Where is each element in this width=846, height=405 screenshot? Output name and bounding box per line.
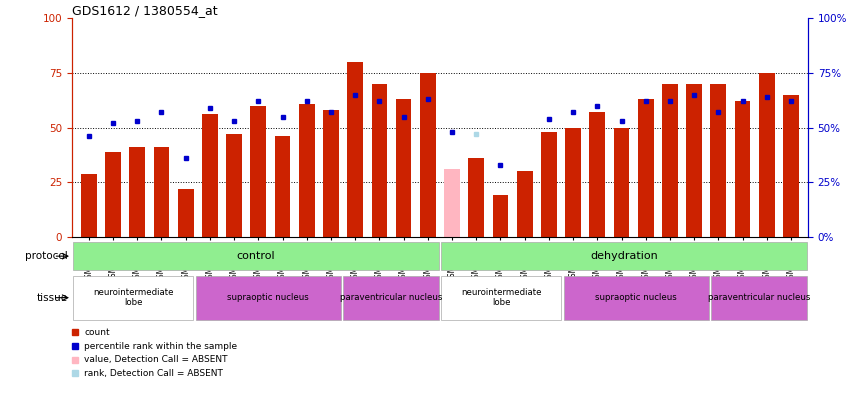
- Bar: [81, 173, 96, 237]
- Bar: [396, 99, 411, 237]
- Bar: [323, 110, 339, 237]
- Bar: [638, 99, 654, 237]
- Text: dehydration: dehydration: [590, 251, 658, 261]
- Bar: [563, 276, 709, 320]
- Bar: [73, 243, 439, 270]
- Bar: [492, 195, 508, 237]
- Bar: [711, 276, 807, 320]
- Bar: [299, 104, 315, 237]
- Text: rank, Detection Call = ABSENT: rank, Detection Call = ABSENT: [85, 369, 223, 378]
- Bar: [759, 73, 775, 237]
- Bar: [613, 128, 629, 237]
- Bar: [517, 171, 532, 237]
- Bar: [420, 73, 436, 237]
- Bar: [195, 276, 341, 320]
- Text: paraventricular nucleus: paraventricular nucleus: [339, 293, 442, 302]
- Text: neurointermediate
lobe: neurointermediate lobe: [93, 288, 173, 307]
- Text: count: count: [85, 328, 110, 337]
- Text: supraoptic nucleus: supraoptic nucleus: [228, 293, 309, 302]
- Text: control: control: [237, 251, 275, 261]
- Bar: [441, 243, 807, 270]
- Bar: [129, 147, 146, 237]
- Bar: [590, 112, 605, 237]
- Bar: [444, 169, 460, 237]
- Bar: [469, 158, 484, 237]
- Bar: [686, 84, 702, 237]
- Bar: [662, 84, 678, 237]
- Bar: [202, 115, 217, 237]
- Bar: [441, 276, 562, 320]
- Bar: [275, 136, 290, 237]
- Text: percentile rank within the sample: percentile rank within the sample: [85, 341, 238, 351]
- Bar: [343, 276, 439, 320]
- Bar: [226, 134, 242, 237]
- Bar: [154, 147, 169, 237]
- Bar: [783, 95, 799, 237]
- Bar: [565, 128, 581, 237]
- Text: tissue: tissue: [36, 293, 68, 303]
- Bar: [105, 151, 121, 237]
- Bar: [711, 84, 726, 237]
- Bar: [250, 106, 266, 237]
- Text: protocol: protocol: [25, 251, 68, 261]
- Bar: [541, 132, 557, 237]
- Text: neurointermediate
lobe: neurointermediate lobe: [461, 288, 541, 307]
- Bar: [178, 189, 194, 237]
- Bar: [73, 276, 194, 320]
- Text: supraoptic nucleus: supraoptic nucleus: [596, 293, 677, 302]
- Bar: [348, 62, 363, 237]
- Text: paraventricular nucleus: paraventricular nucleus: [707, 293, 810, 302]
- Text: value, Detection Call = ABSENT: value, Detection Call = ABSENT: [85, 355, 228, 364]
- Bar: [734, 101, 750, 237]
- Text: GDS1612 / 1380554_at: GDS1612 / 1380554_at: [72, 4, 217, 17]
- Bar: [371, 84, 387, 237]
